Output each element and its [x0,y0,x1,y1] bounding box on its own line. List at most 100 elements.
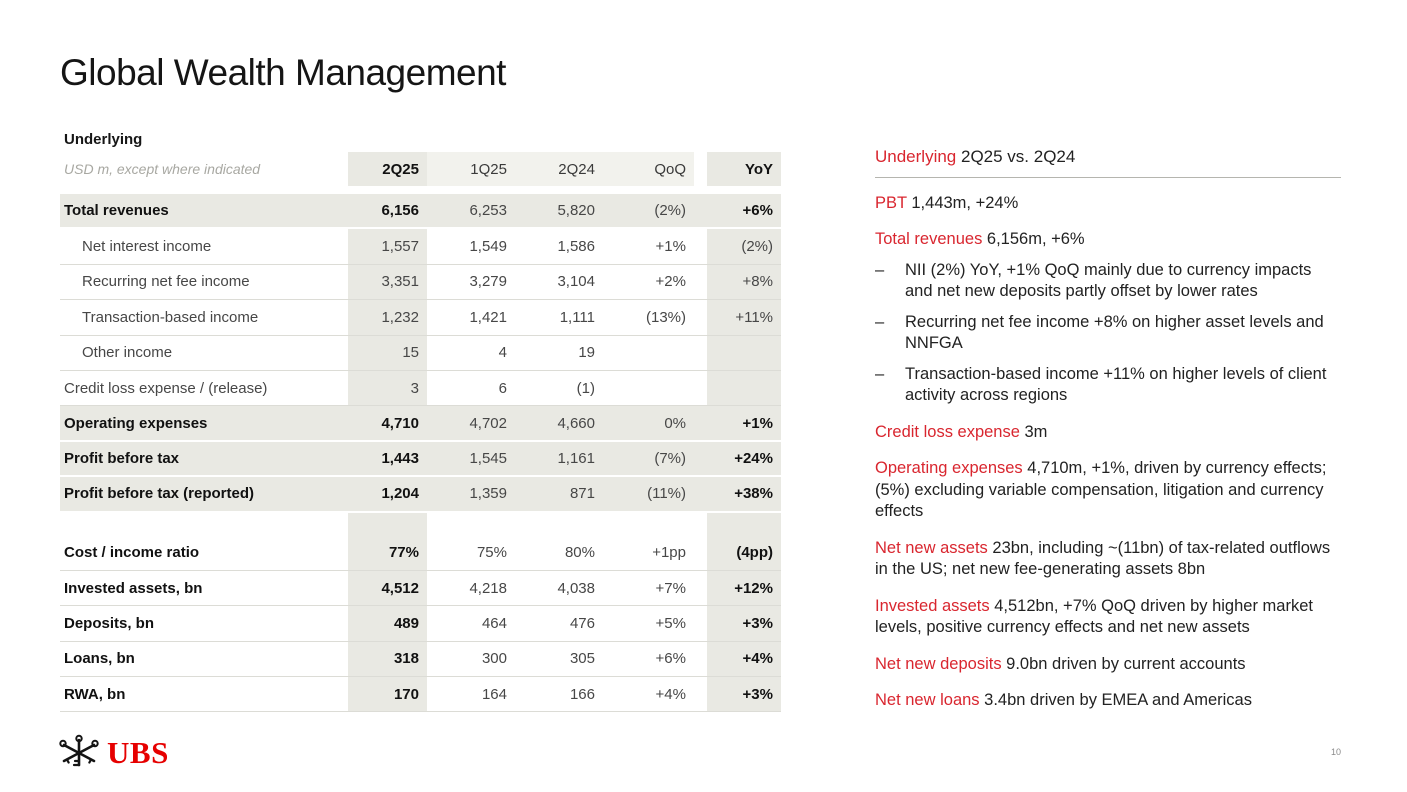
col-header-1q25: 1Q25 [427,152,515,186]
column-gap [694,571,707,605]
row-label: Loans, bn [64,650,135,668]
table-spacer-row [60,512,781,536]
row-value: +4% [707,641,781,677]
column-gap [694,513,707,536]
column-gap [694,300,707,334]
commentary-bullet: – Recurring net fee income +8% on higher … [875,312,1341,355]
bullet-dash: – [875,364,885,383]
row-value: 3,279 [469,273,507,291]
row-value [603,336,694,370]
row-value: 1,421 [469,308,507,326]
commentary-panel: Underlying 2Q25 vs. 2Q24 PBT 1,443m, +24… [875,146,1341,712]
row-value [427,513,515,536]
row-value: 1,443 [381,449,419,467]
commentary-para: Operating expenses 4,710m, +1%, driven b… [875,458,1341,523]
row-value: 166 [569,685,595,703]
row-value: 0% [664,414,686,432]
column-gap [694,229,707,263]
row-label: Profit before tax [64,449,180,467]
row-value: +8% [707,264,781,300]
table-row: Cost / income ratio 77% 75% 80% +1pp (4pp) [60,535,781,571]
commentary-text: 23bn, including ~(11bn) of tax-related o… [875,538,1331,579]
row-label: Cost / income ratio [64,544,200,562]
ubs-keys-icon [59,734,99,767]
row-value: (13%) [645,308,686,326]
row-value: 4,038 [557,579,595,597]
row-value: 77% [348,535,427,570]
row-value: 318 [348,641,427,677]
commentary-text: 9.0bn driven by current accounts [1001,654,1246,673]
column-gap [694,336,707,370]
commentary-text: 3.4bn driven by EMEA and Americas [979,691,1252,709]
row-value: +12% [707,570,781,606]
commentary-para: PBT 1,443m, +24% [875,193,1341,215]
table-row: Other income 15 4 19 [60,335,781,371]
commentary-text: 4,710m, +1%, driven by currency effects;… [875,459,1327,520]
column-gap [694,477,707,510]
commentary-lead-label: Credit loss expense [875,422,1020,441]
table-row: Profit before tax 1,443 1,545 1,161 (7%) +24% [60,441,781,478]
row-value: 19 [578,344,595,362]
row-value: 476 [569,614,595,632]
row-value [707,370,781,406]
row-value: 4,702 [469,414,507,432]
row-value: 1,545 [469,449,507,467]
col-header-2q25: 2Q25 [348,152,427,186]
bullet-text: Recurring net fee income +8% on higher a… [905,312,1324,353]
row-value: (11%) [647,485,686,503]
column-gap [694,442,707,475]
row-value: 6,253 [469,202,507,220]
column-gap [694,371,707,405]
row-value: 4,710 [381,414,419,432]
table-caption: Underlying [64,131,143,148]
row-value: 15 [348,335,427,370]
row-value: +1% [742,414,773,432]
commentary-bullet: – Transaction-based income +11% on higher… [875,364,1341,407]
row-value: 170 [348,677,427,712]
row-value: 489 [348,606,427,641]
table-row: Profit before tax (reported) 1,204 1,359 87… [60,477,781,513]
commentary-lead-label: Net new assets [875,538,988,557]
table-row: Recurring net fee income 3,351 3,279 3,104 +… [60,264,781,301]
table-row: Loans, bn 318 300 305 +6% +4% [60,641,781,678]
column-gap [694,677,707,711]
commentary-para: Net new loans 3.4bn driven by EMEA and A… [875,690,1341,712]
row-value: (2%) [654,202,686,220]
table-row: Net interest income 1,557 1,549 1,586 +1% (2%… [60,229,781,265]
bullet-dash: – [875,312,885,331]
row-label: Total revenues [64,202,169,220]
row-value: 5,820 [557,202,595,220]
commentary-heading-lead: Underlying [875,147,957,166]
commentary-heading: Underlying 2Q25 vs. 2Q24 [875,146,1341,178]
row-label: RWA, bn [64,685,126,703]
column-gap [694,265,707,299]
row-value: +5% [655,614,686,632]
column-gap [694,642,707,676]
row-value: 164 [481,685,507,703]
row-value: 6 [498,379,507,397]
table-row: Invested assets, bn 4,512 4,218 4,038 +7% +12… [60,570,781,607]
row-value: (2%) [707,229,781,264]
table-header-row: USD m, except where indicated 2Q25 1Q25 … [60,152,781,186]
commentary-items: PBT 1,443m, +24% Total revenues 6,156m, +… [875,193,1341,712]
row-value: +24% [734,449,773,467]
row-value: 1,204 [381,485,419,503]
row-value: +6% [655,650,686,668]
row-value: 6,156 [381,202,419,220]
row-value: 1,232 [348,300,427,335]
commentary-text: 1,443m, +24% [906,193,1019,212]
commentary-lead-label: Operating expenses [875,459,1023,477]
row-value: 1,549 [469,238,507,256]
row-value [707,512,781,536]
commentary-para: Credit loss expense 3m [875,422,1341,444]
commentary-para: Invested assets 4,512bn, +7% QoQ driven … [875,596,1341,639]
row-value: 3,351 [348,264,427,300]
row-value: +38% [734,485,773,503]
row-label: Recurring net fee income [82,273,250,291]
commentary-lead-label: PBT [875,193,907,212]
row-value: 871 [569,485,595,503]
commentary-para: Net new deposits 9.0bn driven by current… [875,654,1341,676]
page-title: Global Wealth Management [60,52,506,93]
row-value: +3% [707,606,781,641]
row-value: (1) [576,379,595,397]
